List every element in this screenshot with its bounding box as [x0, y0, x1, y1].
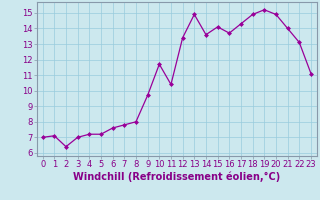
X-axis label: Windchill (Refroidissement éolien,°C): Windchill (Refroidissement éolien,°C) [73, 172, 280, 182]
